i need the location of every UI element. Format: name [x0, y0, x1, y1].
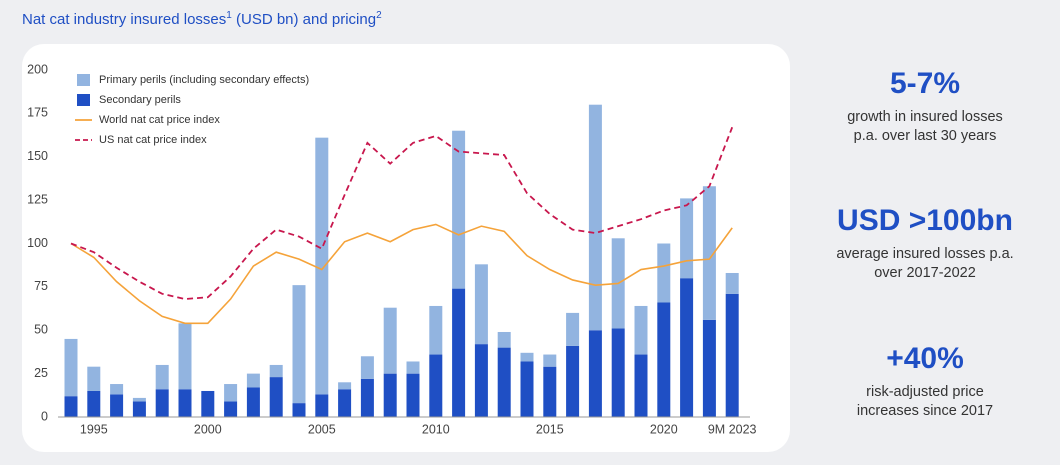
x-tick-label: 9M 2023	[708, 422, 757, 436]
bar-segment	[360, 356, 374, 379]
bar-segment	[680, 278, 694, 417]
bar-segment	[543, 366, 557, 417]
bar-segment	[178, 323, 192, 390]
title-sup: 2	[376, 10, 382, 21]
y-tick-label: 100	[27, 236, 48, 250]
y-tick-label: 25	[34, 366, 48, 380]
chart-title: Nat cat industry insured losses1 (USD bn…	[22, 10, 382, 28]
bar-segment	[155, 389, 169, 417]
x-tick-label: 2015	[536, 422, 564, 436]
stat-value: +40%	[886, 342, 964, 375]
bar-segment	[383, 307, 397, 374]
bar-segment	[224, 384, 238, 402]
y-tick-label: 75	[34, 279, 48, 293]
bar-segment	[497, 347, 511, 417]
bar-segment	[452, 288, 466, 417]
legend-swatch	[77, 74, 90, 86]
x-tick-label: 2000	[194, 422, 222, 436]
legend-label: World nat cat price index	[99, 114, 220, 126]
y-tick-label: 50	[34, 323, 48, 337]
bar-segment	[497, 331, 511, 348]
bar-segment	[132, 401, 146, 417]
title-suffix: (USD bn) and pricing	[232, 11, 376, 28]
bar-segment	[520, 352, 534, 362]
bar-segment	[338, 389, 352, 417]
bar-segment	[588, 330, 602, 417]
bar-segment	[87, 366, 101, 391]
title-sup: 1	[226, 10, 232, 21]
bar-segment	[132, 397, 146, 402]
stat-text: over 2017-2022	[874, 265, 976, 281]
bar-segment	[634, 305, 648, 355]
legend-label: US nat cat price index	[99, 134, 207, 146]
bar-segment	[429, 305, 443, 355]
bar-segment	[269, 364, 283, 378]
bar-segment	[110, 394, 124, 417]
bar-segment	[360, 378, 374, 417]
y-tick-label: 125	[27, 192, 48, 206]
bar-segment	[246, 387, 260, 417]
bar-segment	[520, 361, 534, 417]
bar-segment	[611, 328, 625, 417]
bar-segment	[588, 104, 602, 331]
bar-segment	[702, 186, 716, 320]
bar-segment	[406, 361, 420, 374]
bar-segment	[725, 293, 739, 417]
stat-text: p.a. over last 30 years	[854, 128, 997, 144]
bar-segment	[452, 130, 466, 289]
x-tick-label: 1995	[80, 422, 108, 436]
bar-segment	[155, 364, 169, 390]
bar-segment	[634, 354, 648, 417]
bar-segment	[725, 272, 739, 294]
y-tick-label: 175	[27, 106, 48, 120]
stat-text: average insured losses p.a.	[836, 246, 1013, 262]
legend-label: Secondary perils	[99, 94, 181, 106]
line-series	[70, 126, 734, 300]
x-tick-label: 2020	[650, 422, 678, 436]
line-series	[70, 223, 733, 325]
y-tick-label: 200	[27, 62, 48, 76]
bar-segment	[87, 390, 101, 417]
bar-segment	[406, 373, 420, 417]
x-tick-label: 2005	[308, 422, 336, 436]
bar-segment	[315, 137, 329, 395]
bar-segment	[292, 285, 306, 404]
legend-label: Primary perils (including secondary effe…	[99, 74, 309, 86]
bar-segment	[315, 394, 329, 417]
stat-text: risk-adjusted price	[866, 384, 984, 400]
bar-segment	[201, 390, 215, 417]
bar-segment	[474, 344, 488, 417]
bar-segment	[657, 302, 671, 417]
stat-text: growth in insured losses	[847, 109, 1003, 125]
bar-segment	[292, 403, 306, 417]
bar-segment	[110, 384, 124, 395]
bar-segment	[224, 401, 238, 417]
bar-segment	[178, 389, 192, 417]
y-tick-label: 0	[41, 409, 48, 423]
bar-segment	[543, 354, 557, 367]
stat-value: USD >100bn	[837, 204, 1013, 237]
bar-segment	[383, 373, 397, 417]
bar-segment	[680, 198, 694, 279]
stat-value: 5-7%	[890, 67, 960, 100]
bar-segment	[269, 377, 283, 417]
bar-segment	[657, 243, 671, 303]
bar-segment	[429, 354, 443, 417]
legend-swatch	[77, 94, 90, 106]
bar-segment	[566, 312, 580, 346]
title-text: Nat cat industry insured losses	[22, 11, 226, 28]
bar-segment	[64, 396, 78, 417]
x-tick-label: 2010	[422, 422, 450, 436]
y-tick-label: 150	[27, 149, 48, 163]
bar-segment	[702, 319, 716, 417]
bar-segment	[338, 382, 352, 390]
stat-text: increases since 2017	[857, 403, 993, 419]
bar-segment	[566, 345, 580, 417]
bar-segment	[64, 338, 78, 397]
bar-segment	[474, 264, 488, 345]
bar-segment	[246, 373, 260, 388]
